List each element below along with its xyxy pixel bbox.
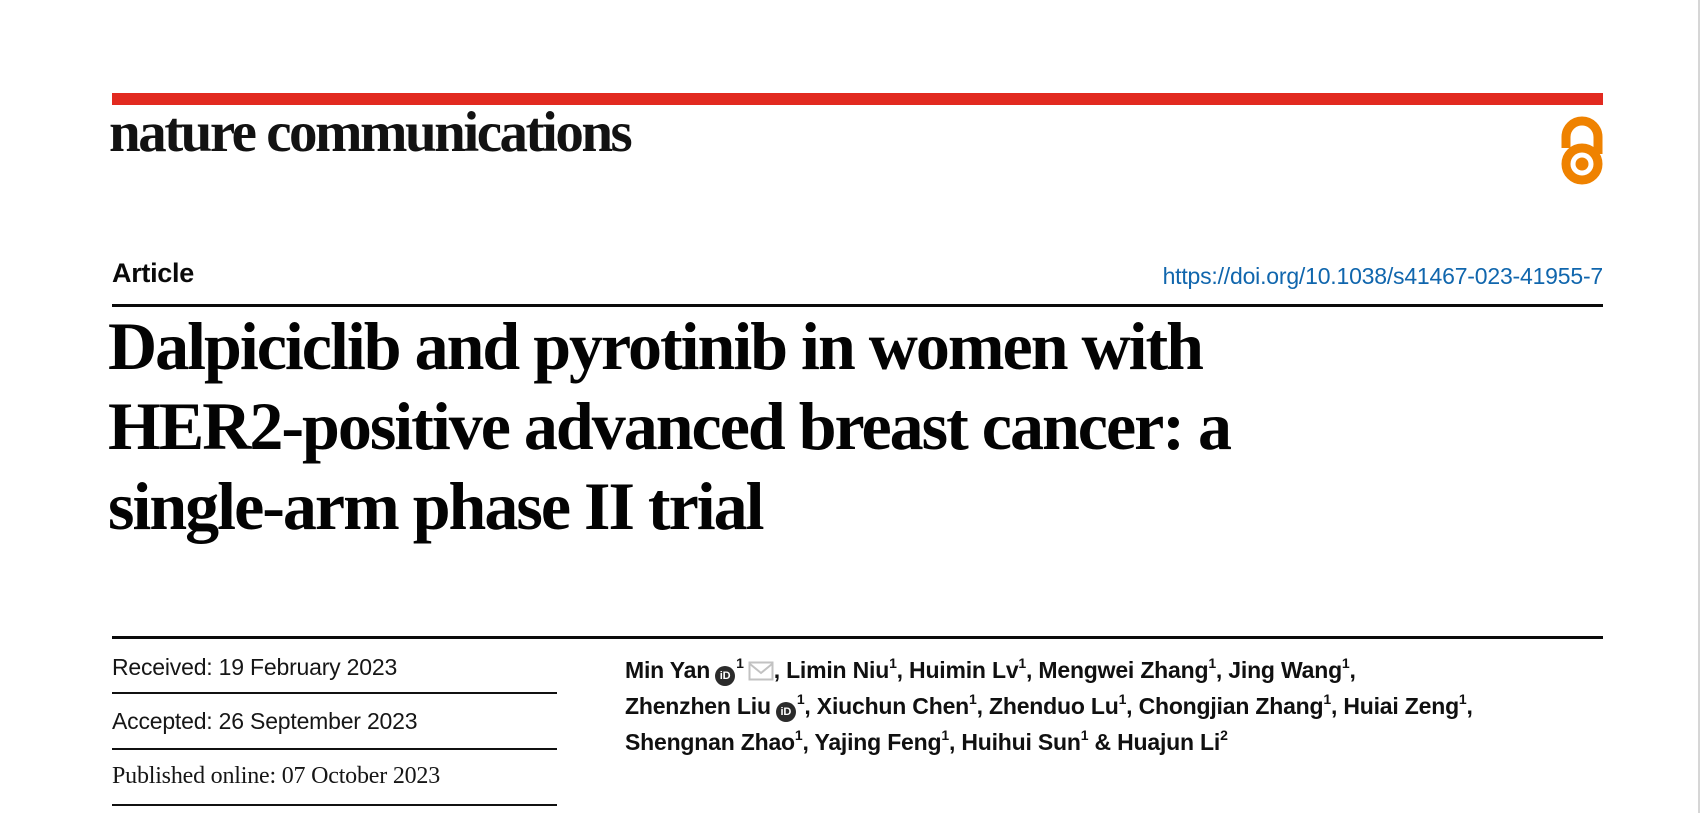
author-name: Yajing Feng	[814, 729, 942, 755]
author-separator: &	[1088, 729, 1118, 755]
author-affiliation-sup: 1	[794, 727, 803, 744]
author-affiliation-sup: 1	[969, 691, 977, 708]
accepted-date: Accepted: 26 September 2023	[112, 708, 418, 734]
brand-bar	[112, 93, 1603, 105]
header-divider	[112, 304, 1603, 307]
author-separator: ,	[896, 657, 910, 683]
date-divider	[112, 748, 557, 750]
title-line: single-arm phase II trial	[108, 468, 765, 544]
author-name: Mengwei Zhang	[1038, 657, 1209, 683]
author-separator: ,	[1126, 693, 1139, 719]
author-affiliation-sup: 1	[1341, 655, 1350, 672]
orcid-icon[interactable]: iD	[775, 702, 796, 722]
author-line: Shengnan Zhao1, Yajing Feng1, Huihui Sun…	[625, 724, 1635, 760]
author-name: Huimin Lv	[909, 657, 1019, 683]
author-name: Zhenzhen Liu	[625, 693, 771, 719]
author-name: Shengnan Zhao	[625, 729, 795, 755]
author-separator: ,	[804, 693, 817, 719]
author-separator: ,	[773, 657, 787, 683]
author-name: Min Yan	[625, 657, 711, 683]
author-affiliation-sup: 1	[1323, 691, 1331, 708]
author-affiliation-sup: 1	[1208, 655, 1216, 672]
author-name: Zhenduo Lu	[989, 693, 1119, 719]
author-name: Xiuchun Chen	[816, 693, 970, 719]
author-name: Huiai Zeng	[1343, 693, 1459, 719]
title-divider	[112, 636, 1603, 639]
author-affiliation-sup: 1	[1458, 691, 1467, 708]
author-affiliation-sup: 1	[1080, 727, 1089, 744]
author-separator: ,	[1026, 657, 1039, 683]
author-list: Min Yan iD1, Limin Niu1, Huimin Lv1, Meng…	[625, 652, 1635, 760]
author-affiliation-sup: 2	[1220, 727, 1228, 744]
author-name: Limin Niu	[786, 657, 890, 683]
author-affiliation-sup: 1	[1018, 655, 1027, 672]
author-separator: ,	[1349, 657, 1356, 683]
author-separator: ,	[976, 693, 989, 719]
author-separator: ,	[1215, 657, 1229, 683]
article-title: Dalpiciclib and pyrotinib in women with …	[108, 306, 1608, 546]
author-separator: ,	[948, 729, 962, 755]
author-affiliation-sup: 1	[941, 727, 949, 744]
page-edge-divider	[1698, 0, 1700, 813]
doi-link[interactable]: https://doi.org/10.1038/s41467-023-41955…	[1162, 263, 1604, 289]
received-date: Received: 19 February 2023	[112, 654, 398, 680]
author-separator: ,	[802, 729, 815, 755]
author-line: Min Yan iD1, Limin Niu1, Huimin Lv1, Meng…	[625, 652, 1635, 688]
author-name: Huihui Sun	[961, 729, 1081, 755]
title-line: Dalpiciclib and pyrotinib in women with	[108, 308, 1204, 384]
author-affiliation-sup: 1	[1118, 691, 1127, 708]
open-access-icon	[1561, 116, 1603, 185]
author-affiliation-sup: 1	[736, 655, 744, 672]
orcid-icon[interactable]: iD	[715, 666, 736, 686]
author-affiliation-sup: 1	[889, 655, 897, 672]
journal-wordmark: nature communications	[109, 101, 633, 164]
date-divider	[112, 804, 557, 806]
author-name: Huajun Li	[1117, 729, 1221, 755]
author-affiliation-sup: 1	[796, 691, 805, 708]
date-divider	[112, 692, 557, 694]
email-icon[interactable]	[748, 661, 774, 681]
author-line: Zhenzhen Liu iD1, Xiuchun Chen1, Zhenduo …	[625, 688, 1635, 724]
author-separator: ,	[1330, 693, 1344, 719]
author-name: Chongjian Zhang	[1138, 693, 1324, 719]
author-name: Jing Wang	[1228, 657, 1342, 683]
author-separator: ,	[1466, 693, 1473, 719]
article-type-label: Article	[112, 258, 194, 288]
published-date: Published online: 07 October 2023	[112, 763, 441, 789]
title-line: HER2-positive advanced breast cancer: a	[108, 388, 1232, 464]
